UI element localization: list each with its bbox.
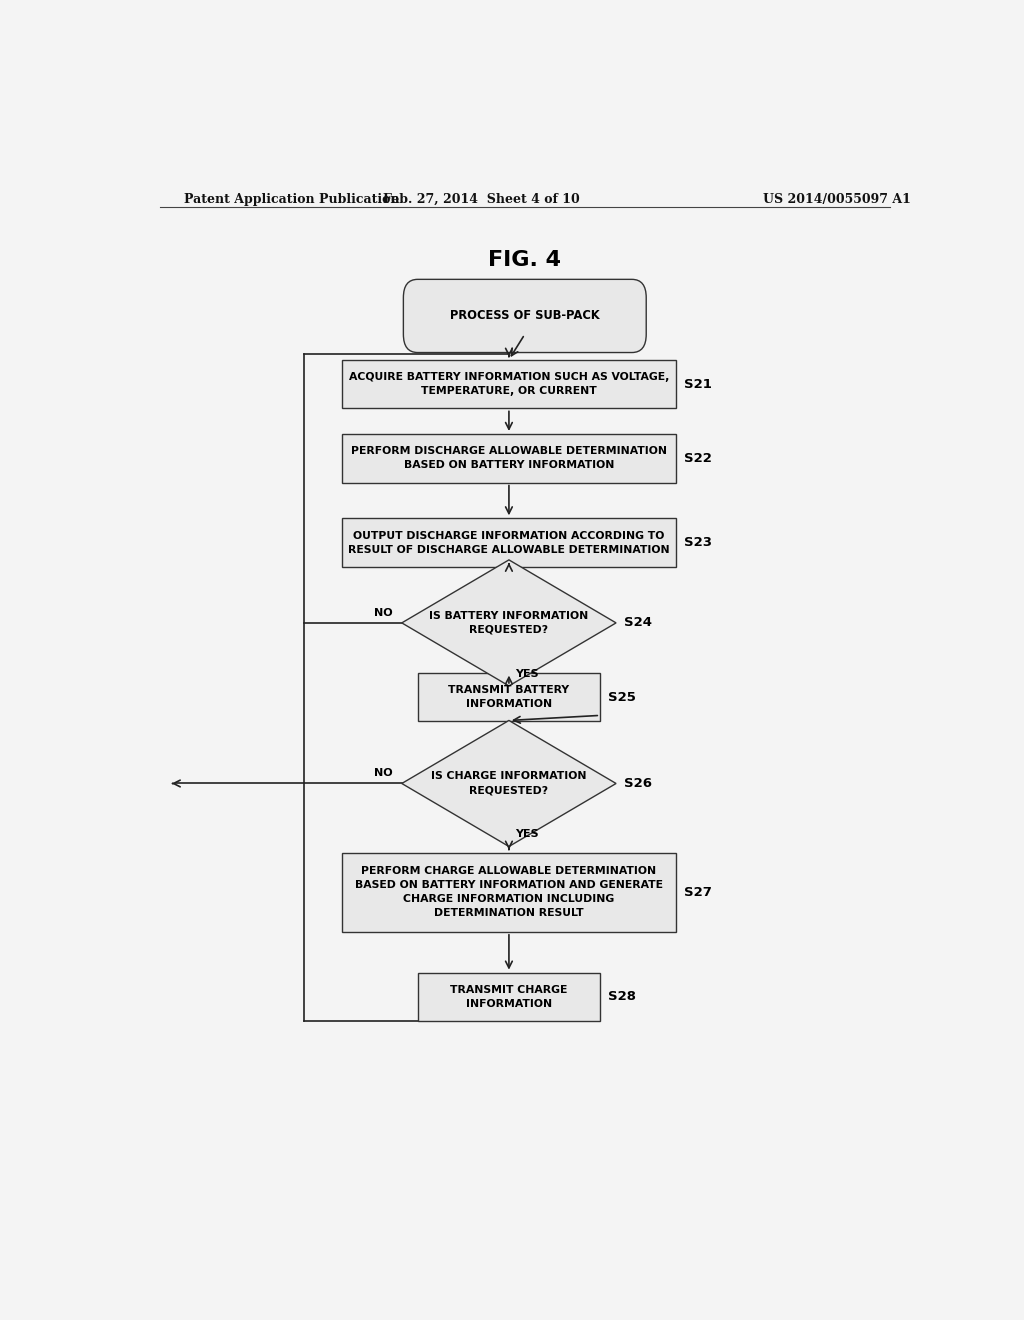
Text: FIG. 4: FIG. 4 — [488, 249, 561, 271]
Polygon shape — [401, 721, 616, 846]
Text: IS BATTERY INFORMATION
REQUESTED?: IS BATTERY INFORMATION REQUESTED? — [429, 611, 589, 635]
Text: S28: S28 — [608, 990, 636, 1003]
Bar — [418, 673, 600, 722]
Bar — [418, 973, 600, 1022]
Bar — [342, 434, 676, 483]
Bar — [342, 853, 676, 932]
Text: NO: NO — [374, 607, 392, 618]
Text: YES: YES — [515, 829, 539, 840]
Text: IS CHARGE INFORMATION
REQUESTED?: IS CHARGE INFORMATION REQUESTED? — [431, 771, 587, 796]
FancyBboxPatch shape — [403, 280, 646, 352]
Text: Feb. 27, 2014  Sheet 4 of 10: Feb. 27, 2014 Sheet 4 of 10 — [383, 193, 580, 206]
Text: S26: S26 — [624, 777, 652, 789]
Text: S22: S22 — [684, 451, 712, 465]
Text: YES: YES — [515, 669, 539, 678]
Bar — [342, 519, 676, 568]
Text: S21: S21 — [684, 378, 712, 391]
Text: S24: S24 — [624, 616, 652, 630]
Text: OUTPUT DISCHARGE INFORMATION ACCORDING TO
RESULT OF DISCHARGE ALLOWABLE DETERMIN: OUTPUT DISCHARGE INFORMATION ACCORDING T… — [348, 531, 670, 554]
Polygon shape — [401, 560, 616, 686]
Text: PERFORM DISCHARGE ALLOWABLE DETERMINATION
BASED ON BATTERY INFORMATION: PERFORM DISCHARGE ALLOWABLE DETERMINATIO… — [351, 446, 667, 470]
Text: Patent Application Publication: Patent Application Publication — [183, 193, 399, 206]
Text: S25: S25 — [608, 690, 636, 704]
Text: TRANSMIT CHARGE
INFORMATION: TRANSMIT CHARGE INFORMATION — [451, 985, 567, 1008]
Text: PROCESS OF SUB-PACK: PROCESS OF SUB-PACK — [450, 309, 600, 322]
Text: S27: S27 — [684, 886, 712, 899]
Text: ACQUIRE BATTERY INFORMATION SUCH AS VOLTAGE,
TEMPERATURE, OR CURRENT: ACQUIRE BATTERY INFORMATION SUCH AS VOLT… — [349, 372, 669, 396]
Text: S23: S23 — [684, 536, 712, 549]
Text: TRANSMIT BATTERY
INFORMATION: TRANSMIT BATTERY INFORMATION — [449, 685, 569, 709]
Text: PERFORM CHARGE ALLOWABLE DETERMINATION
BASED ON BATTERY INFORMATION AND GENERATE: PERFORM CHARGE ALLOWABLE DETERMINATION B… — [355, 866, 663, 919]
Text: US 2014/0055097 A1: US 2014/0055097 A1 — [763, 193, 910, 206]
Bar — [342, 359, 676, 408]
Text: NO: NO — [374, 768, 392, 779]
